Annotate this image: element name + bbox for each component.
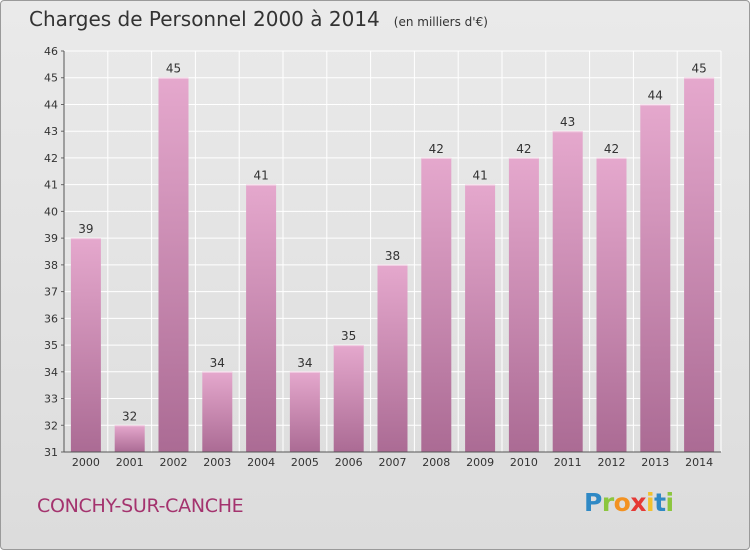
data-label-2014: 45 [691, 62, 706, 76]
x-tick-label: 2010 [510, 456, 538, 469]
y-tick-label: 32 [44, 419, 58, 432]
y-tick-label: 39 [44, 232, 58, 245]
x-tick-label: 2011 [554, 456, 582, 469]
title-text: Charges de Personnel 2000 à 2014 [29, 7, 380, 31]
y-tick-label: 46 [44, 45, 58, 58]
logo-letter: x [630, 488, 646, 517]
x-tick-label: 2001 [116, 456, 144, 469]
bar-2007 [377, 264, 408, 452]
x-tick-label: 2003 [203, 456, 231, 469]
bar-2013 [640, 104, 671, 452]
y-tick-label: 37 [44, 286, 58, 299]
logo-letter: i [665, 488, 675, 517]
bar-2008 [421, 157, 452, 452]
bar-2004 [246, 184, 277, 452]
x-tick-label: 2006 [335, 456, 363, 469]
bar-2001 [114, 425, 145, 452]
data-label-2007: 38 [385, 249, 400, 263]
bar-2002 [158, 77, 189, 452]
data-label-2006: 35 [341, 329, 356, 343]
y-tick-label: 31 [44, 446, 58, 459]
x-tick-label: 2013 [641, 456, 669, 469]
data-label-2010: 42 [516, 142, 531, 156]
y-tick-label: 34 [44, 366, 58, 379]
bar-2006 [333, 345, 364, 452]
data-label-2012: 42 [604, 142, 619, 156]
bar-2014 [684, 77, 715, 452]
logo-letter: P [584, 488, 602, 517]
x-tick-label: 2007 [379, 456, 407, 469]
unit-label: (en milliers d'€) [393, 15, 488, 29]
x-tick-label: 2014 [685, 456, 713, 469]
bar-2011 [552, 131, 583, 452]
logo-letter: r [601, 488, 614, 517]
chart-title: Charges de Personnel 2000 à 2014 (en mill… [29, 7, 488, 31]
y-tick-label: 36 [44, 312, 58, 325]
proxiti-logo: Proxiti [584, 488, 674, 517]
y-tick-label: 40 [44, 205, 58, 218]
x-tick-label: 2008 [422, 456, 450, 469]
data-label-2013: 44 [648, 88, 663, 102]
y-tick-label: 45 [44, 72, 58, 85]
x-tick-label: 2005 [291, 456, 319, 469]
x-tick-label: 2002 [160, 456, 188, 469]
y-tick-label: 44 [44, 98, 58, 111]
y-tick-label: 33 [44, 393, 58, 406]
logo-letter: i [646, 488, 655, 517]
bar-2010 [508, 157, 539, 452]
bar-2012 [596, 157, 627, 452]
data-label-2005: 34 [297, 356, 312, 370]
logo-letter: o [613, 488, 631, 517]
data-label-2000: 39 [78, 222, 93, 236]
x-tick-label: 2009 [466, 456, 494, 469]
data-label-2002: 45 [166, 62, 181, 76]
x-tick-label: 2004 [247, 456, 275, 469]
bar-2000 [70, 238, 101, 452]
logo-letter: t [654, 488, 666, 517]
y-tick-label: 41 [44, 179, 58, 192]
data-label-2009: 41 [472, 169, 487, 183]
data-label-2008: 42 [429, 142, 444, 156]
data-label-2011: 43 [560, 115, 575, 129]
bar-2005 [289, 371, 320, 452]
bar-2009 [465, 184, 496, 452]
data-label-2001: 32 [122, 409, 137, 423]
y-tick-label: 42 [44, 152, 58, 165]
x-tick-label: 2012 [598, 456, 626, 469]
data-label-2004: 41 [253, 169, 268, 183]
commune-name: CONCHY-SUR-CANCHE [37, 495, 244, 517]
y-tick-label: 43 [44, 125, 58, 138]
y-tick-label: 38 [44, 259, 58, 272]
y-tick-label: 35 [44, 339, 58, 352]
data-label-2003: 34 [210, 356, 225, 370]
bar-2003 [202, 371, 233, 452]
x-tick-label: 2000 [72, 456, 100, 469]
